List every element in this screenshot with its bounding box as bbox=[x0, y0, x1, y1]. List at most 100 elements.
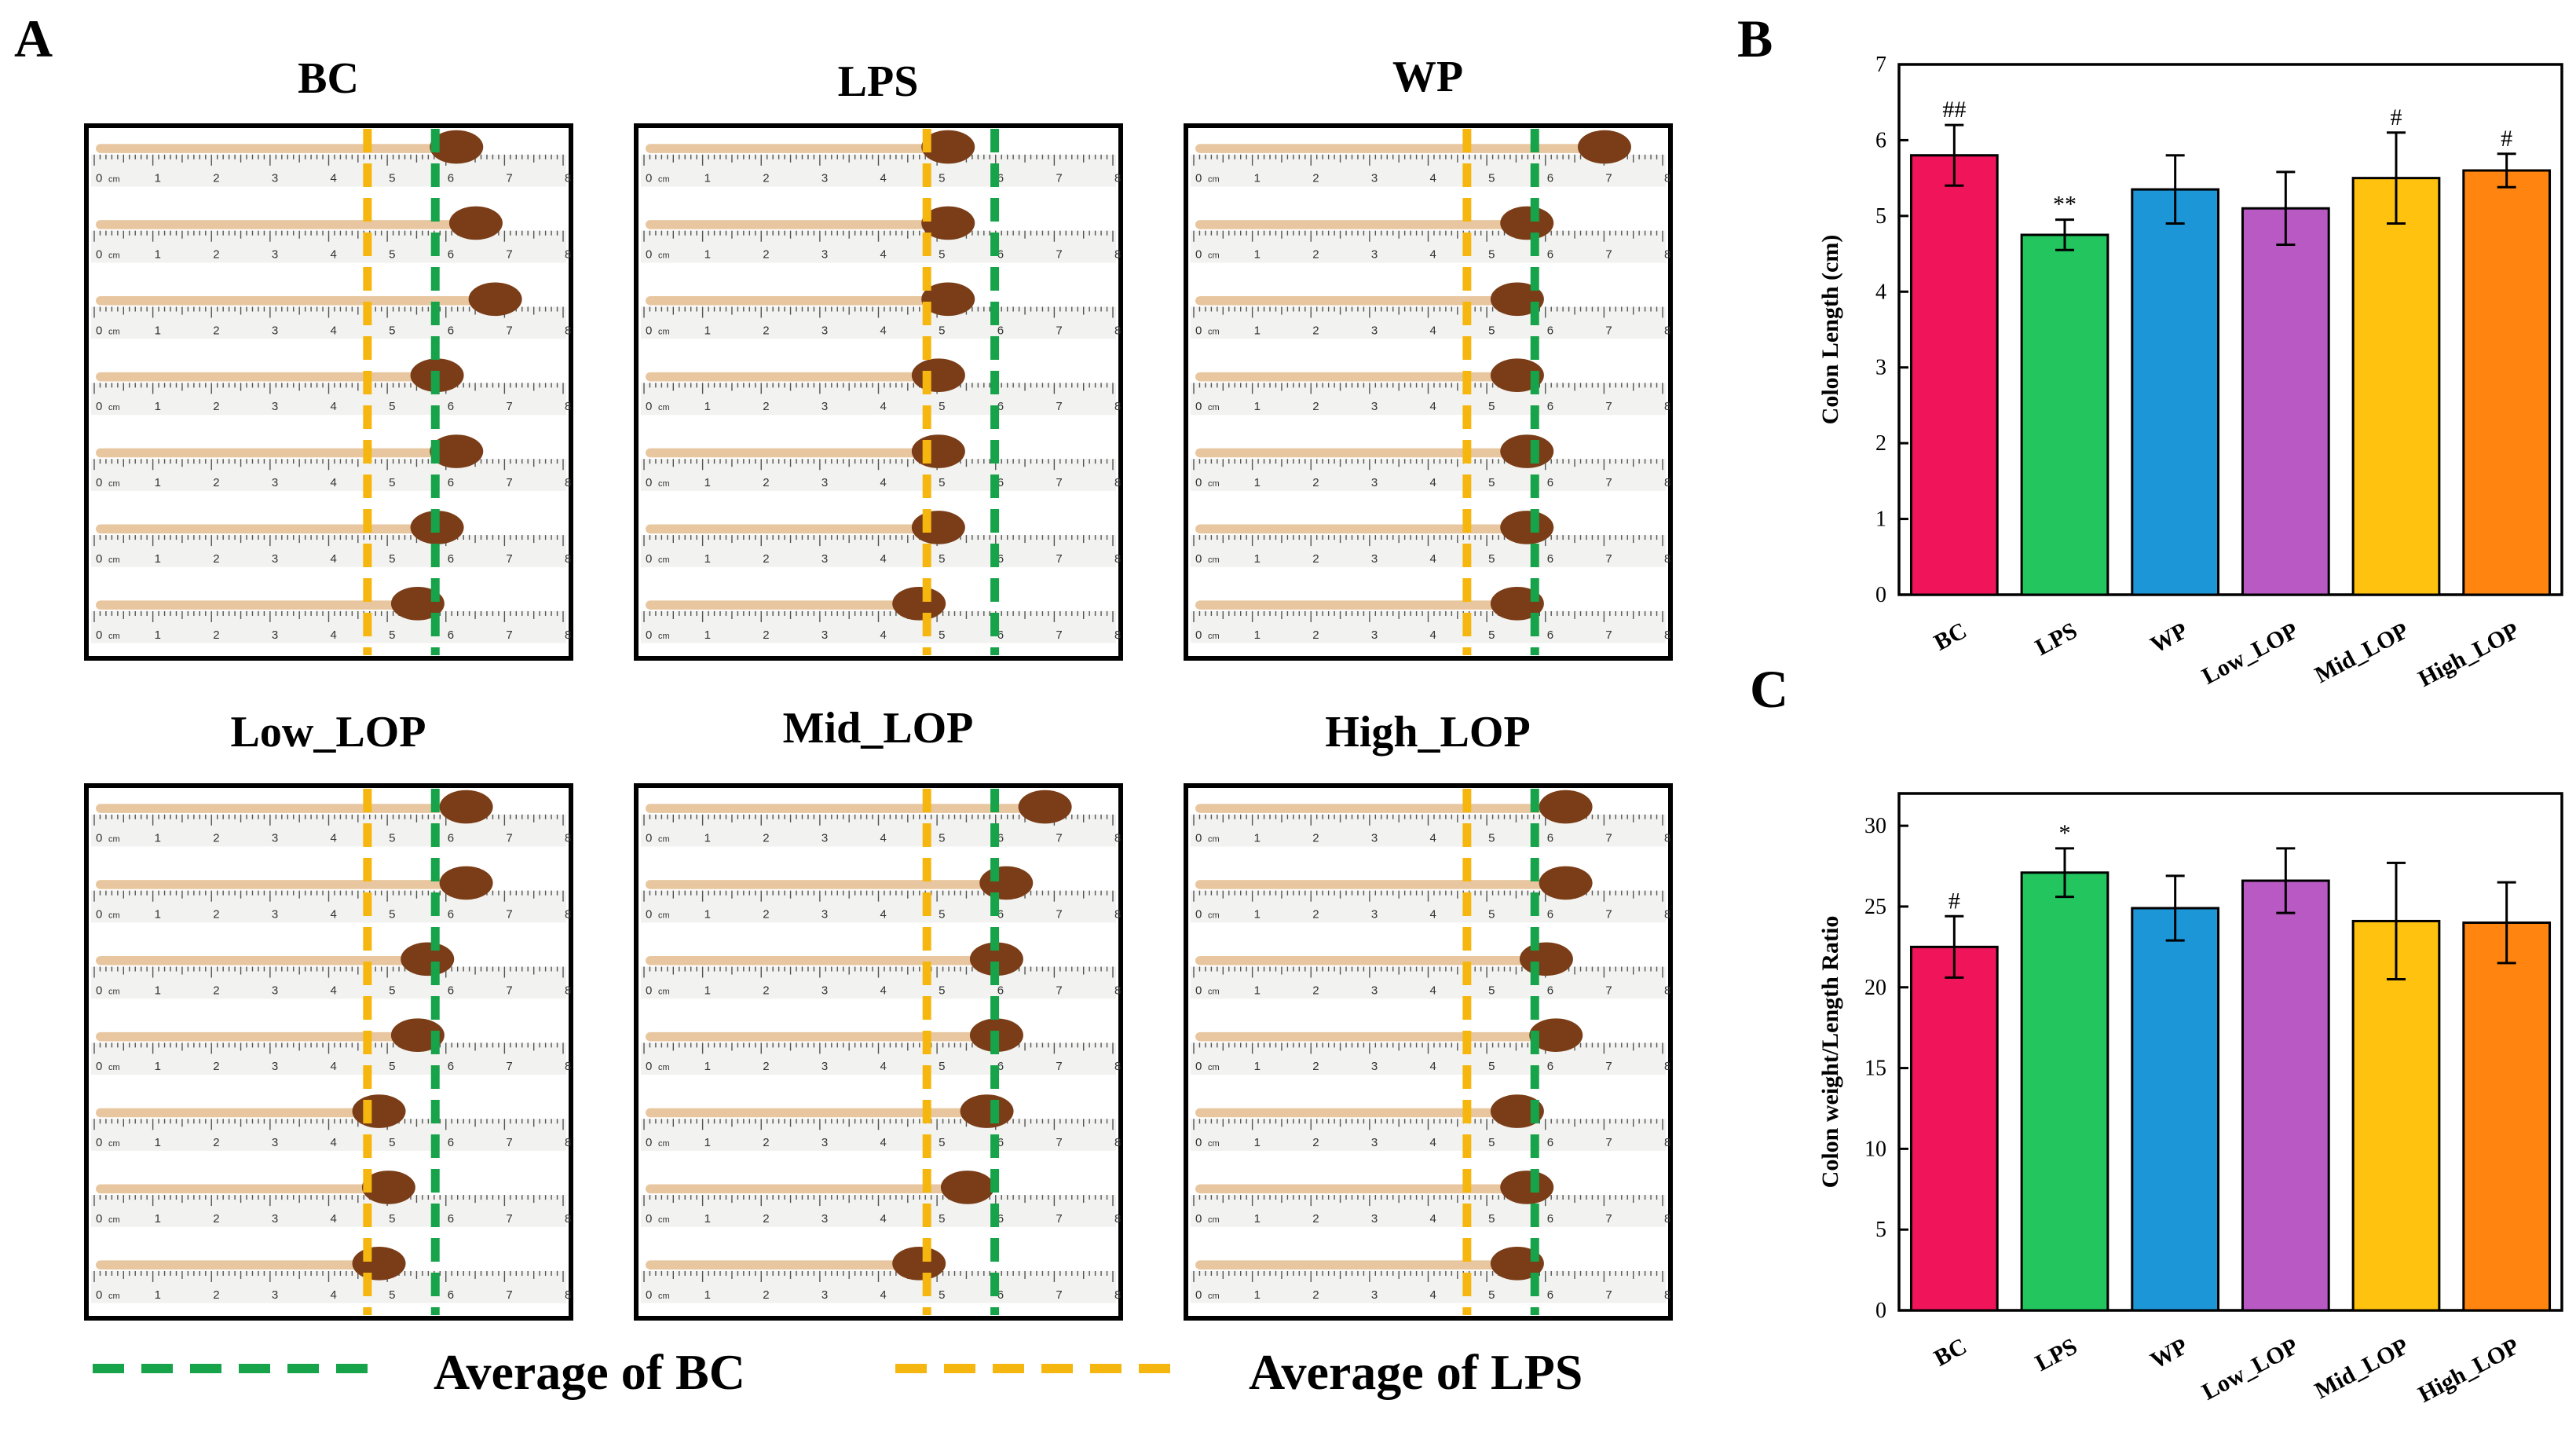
ruler-number: 3 bbox=[1371, 400, 1378, 413]
ruler-number: 3 bbox=[272, 1136, 278, 1149]
ruler-number: 1 bbox=[704, 1212, 711, 1226]
colon-strip bbox=[1195, 804, 1560, 813]
cecum bbox=[940, 1171, 994, 1204]
ruler-number: 4 bbox=[331, 324, 337, 337]
ruler-number: 6 bbox=[997, 1136, 1004, 1149]
ruler-number: 4 bbox=[880, 400, 887, 413]
ruler-number: 2 bbox=[1312, 172, 1319, 185]
photo-panel-title: LPS bbox=[838, 57, 919, 106]
ruler-number: 0 bbox=[1195, 908, 1202, 922]
ruler-number: 6 bbox=[997, 1288, 1004, 1302]
ruler-unit: cm bbox=[658, 251, 670, 261]
ruler-number: 7 bbox=[1056, 248, 1062, 262]
cecum bbox=[1529, 1018, 1583, 1052]
ruler-number: 8 bbox=[565, 908, 571, 922]
ruler-unit: cm bbox=[658, 987, 670, 996]
cecum bbox=[352, 1094, 406, 1128]
ruler-number: 0 bbox=[1195, 1060, 1202, 1073]
y-tick-label: 7 bbox=[1875, 53, 1886, 77]
ruler-number: 5 bbox=[1488, 248, 1495, 262]
ruler-number: 8 bbox=[1664, 1060, 1670, 1073]
ruler-number: 6 bbox=[997, 832, 1004, 845]
ruler-number: 1 bbox=[1254, 908, 1261, 922]
ruler-number: 1 bbox=[155, 908, 161, 922]
ruler-number: 8 bbox=[1664, 324, 1670, 337]
ruler-number: 4 bbox=[880, 552, 887, 566]
ruler-number: 8 bbox=[1114, 908, 1121, 922]
colon-strip bbox=[96, 804, 460, 813]
ruler-number: 2 bbox=[1312, 984, 1319, 997]
ruler-number: 0 bbox=[96, 1136, 102, 1149]
cecum bbox=[448, 206, 503, 240]
ruler-number: 3 bbox=[272, 1060, 278, 1073]
bar-mid-lop bbox=[2351, 919, 2441, 1312]
ruler-number: 6 bbox=[1547, 400, 1553, 413]
ruler-number: 6 bbox=[1547, 832, 1553, 845]
ruler-unit: cm bbox=[108, 1063, 120, 1072]
ruler-number: 0 bbox=[646, 628, 652, 642]
ruler-number: 3 bbox=[821, 248, 828, 262]
ruler-number: 7 bbox=[506, 908, 512, 922]
panel-letter-a: A bbox=[14, 9, 53, 68]
ruler-number: 3 bbox=[1371, 1212, 1378, 1226]
ruler-number: 4 bbox=[331, 1212, 337, 1226]
y-tick-label: 0 bbox=[1875, 1299, 1886, 1323]
ruler-number: 6 bbox=[997, 628, 1004, 642]
ruler-number: 8 bbox=[565, 248, 571, 262]
ruler-number: 1 bbox=[704, 1136, 711, 1149]
ruler-number: 0 bbox=[1195, 172, 1202, 185]
cecum bbox=[352, 1246, 406, 1281]
ruler-number: 3 bbox=[1371, 1136, 1378, 1149]
ruler-number: 8 bbox=[565, 1060, 571, 1073]
ruler-number: 4 bbox=[1430, 1212, 1436, 1226]
ruler-number: 2 bbox=[213, 1060, 219, 1073]
photo-panel-title: Mid_LOP bbox=[783, 704, 974, 753]
bar-low-lop bbox=[2241, 207, 2330, 596]
ruler-number: 3 bbox=[272, 324, 278, 337]
ruler-number: 5 bbox=[1488, 628, 1495, 642]
ruler-number: 7 bbox=[1056, 552, 1062, 566]
ruler-ticks bbox=[93, 1042, 564, 1054]
ruler-number: 0 bbox=[646, 552, 652, 566]
colon-strip bbox=[1195, 880, 1560, 889]
colon-strip bbox=[646, 372, 932, 382]
ruler-number: 8 bbox=[1664, 1136, 1670, 1149]
y-tick-label: 25 bbox=[1864, 895, 1886, 919]
ruler-number: 2 bbox=[213, 984, 219, 997]
ruler-unit: cm bbox=[108, 987, 120, 996]
ruler-number: 5 bbox=[389, 628, 395, 642]
x-tick-label: LPS bbox=[2031, 1333, 2081, 1376]
cecum bbox=[969, 942, 1023, 976]
cecum bbox=[361, 1171, 415, 1204]
ruler-number: 2 bbox=[763, 1288, 769, 1302]
bar-bc bbox=[1909, 945, 1999, 1312]
cecum bbox=[921, 130, 975, 164]
colon-strip bbox=[1195, 1031, 1550, 1042]
ruler-number: 5 bbox=[389, 248, 395, 262]
ruler-number: 4 bbox=[880, 1136, 887, 1149]
ruler-number: 6 bbox=[448, 628, 454, 642]
ruler-number: 6 bbox=[448, 552, 454, 566]
ruler-number: 5 bbox=[389, 908, 395, 922]
ruler-unit: cm bbox=[658, 1215, 670, 1225]
bar-bc bbox=[1909, 154, 1999, 596]
ruler-number: 1 bbox=[704, 832, 711, 845]
ruler-number: 0 bbox=[646, 476, 652, 489]
ruler-number: 2 bbox=[1312, 1288, 1319, 1302]
ruler-unit: cm bbox=[1208, 327, 1220, 336]
ruler-number: 0 bbox=[1195, 628, 1202, 642]
ruler-number: 5 bbox=[939, 400, 945, 413]
ruler-number: 2 bbox=[1312, 1212, 1319, 1226]
ruler-number: 3 bbox=[272, 832, 278, 845]
ruler-number: 2 bbox=[1312, 832, 1319, 845]
ruler-number: 5 bbox=[1488, 908, 1495, 922]
ruler-unit: cm bbox=[108, 835, 120, 845]
ruler-number: 1 bbox=[704, 476, 711, 489]
ruler-number: 7 bbox=[1605, 908, 1612, 922]
ruler-number: 3 bbox=[272, 628, 278, 642]
x-tick-label: LPS bbox=[2031, 617, 2081, 661]
ruler-number: 3 bbox=[272, 552, 278, 566]
ruler-number: 0 bbox=[646, 832, 652, 845]
ruler-number: 7 bbox=[506, 1136, 512, 1149]
ruler-number: 7 bbox=[1605, 832, 1612, 845]
